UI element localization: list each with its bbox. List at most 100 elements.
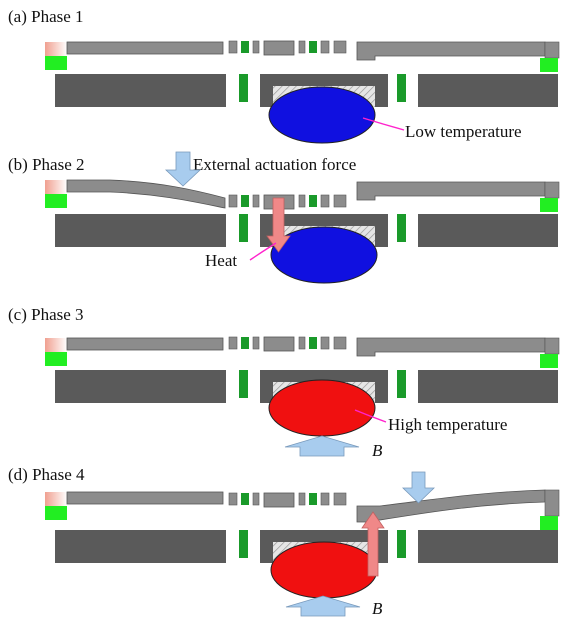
right-anchor xyxy=(544,489,560,517)
right-anchor-green xyxy=(540,354,558,368)
pad xyxy=(252,194,260,208)
right-anchor xyxy=(544,337,560,355)
phase-2-title: (b) Phase 2 xyxy=(8,155,84,174)
holder xyxy=(260,214,388,247)
right-anchor-green xyxy=(540,198,558,212)
base-left xyxy=(55,214,226,247)
left-anchor-green xyxy=(45,506,67,520)
left-anchor-heat xyxy=(45,338,67,352)
pad xyxy=(333,194,347,208)
holder xyxy=(260,530,388,563)
phase-4-title: (d) Phase 4 xyxy=(8,465,85,484)
left-anchor-heat xyxy=(45,42,67,56)
post-green xyxy=(397,530,406,558)
pad-green xyxy=(241,493,249,505)
beam-right xyxy=(356,181,546,201)
beam-left xyxy=(66,337,224,351)
pad-green xyxy=(309,493,317,505)
right-anchor-green xyxy=(540,516,558,530)
holder xyxy=(260,370,388,403)
post-green xyxy=(239,370,248,398)
right-anchor xyxy=(544,181,560,199)
beam-left xyxy=(66,41,224,55)
pad xyxy=(228,492,238,506)
pad xyxy=(320,40,330,54)
post-green xyxy=(239,530,248,558)
pad-green xyxy=(241,41,249,53)
phase-2: (b) Phase 2 External actuation force xyxy=(8,151,560,284)
pad xyxy=(298,40,306,54)
pad-green xyxy=(241,337,249,349)
pad-green xyxy=(309,41,317,53)
left-anchor-green xyxy=(45,194,67,208)
phase-3: (c) Phase 3 High temperature B xyxy=(8,305,560,460)
pad-green xyxy=(241,195,249,207)
magnetic-field-arrow xyxy=(285,595,361,617)
base-left xyxy=(55,74,226,107)
post-green xyxy=(397,74,406,102)
base-left xyxy=(55,370,226,403)
post-green xyxy=(239,74,248,102)
post-green xyxy=(397,214,406,242)
pad-green xyxy=(309,337,317,349)
beam-left xyxy=(66,491,224,505)
left-anchor-heat xyxy=(45,492,67,506)
callout-high-temperature: High temperature xyxy=(388,415,507,434)
pad xyxy=(333,492,347,506)
left-anchor-green xyxy=(45,352,67,366)
phase-1: (a) Phase 1 Low temperature xyxy=(8,7,560,144)
base-right xyxy=(418,214,558,247)
pad xyxy=(320,492,330,506)
pad xyxy=(333,40,347,54)
callout-leader xyxy=(362,117,405,131)
magnetic-ball xyxy=(270,541,378,599)
base-right xyxy=(418,370,558,403)
pad-center xyxy=(263,40,295,56)
left-anchor-green xyxy=(45,56,67,70)
pad xyxy=(252,492,260,506)
post-green xyxy=(239,214,248,242)
magnetic-ball xyxy=(268,86,376,144)
phase-4: (d) Phase 4 B xyxy=(8,465,560,618)
post-green xyxy=(397,370,406,398)
left-anchor-heat xyxy=(45,180,67,194)
pad xyxy=(228,336,238,350)
callout-leader xyxy=(354,409,387,423)
pad xyxy=(320,336,330,350)
pad xyxy=(228,40,238,54)
callout-low-temperature: Low temperature xyxy=(405,122,522,141)
beam-right xyxy=(356,337,546,357)
magnetic-ball xyxy=(270,226,378,284)
pad-green xyxy=(309,195,317,207)
pad xyxy=(252,40,260,54)
field-label-b: B xyxy=(372,599,383,618)
right-anchor-green xyxy=(540,58,558,72)
beam-right-bent xyxy=(356,489,546,523)
base-left xyxy=(55,530,226,563)
pad xyxy=(320,194,330,208)
magnetic-ball xyxy=(268,379,376,437)
pad xyxy=(298,492,306,506)
field-label-b: B xyxy=(372,441,383,460)
phase-1-title: (a) Phase 1 xyxy=(8,7,84,26)
pad xyxy=(298,336,306,350)
pad-center xyxy=(263,492,295,508)
heat-arrow xyxy=(266,197,291,253)
force-arrow xyxy=(164,151,202,187)
heat-up-arrow xyxy=(361,511,385,577)
base-right xyxy=(418,530,558,563)
force-arrow xyxy=(402,471,435,504)
magnetic-field-arrow xyxy=(284,435,360,457)
base-right xyxy=(418,74,558,107)
pad xyxy=(333,336,347,350)
pad xyxy=(252,336,260,350)
holder xyxy=(260,74,388,107)
beam-left-bent xyxy=(66,179,226,209)
phase-3-title: (c) Phase 3 xyxy=(8,305,84,324)
heat-leader xyxy=(249,242,277,261)
pad-center xyxy=(263,336,295,352)
heat-label: Heat xyxy=(205,251,237,270)
right-anchor xyxy=(544,41,560,59)
external-force-label: External actuation force xyxy=(193,155,356,174)
